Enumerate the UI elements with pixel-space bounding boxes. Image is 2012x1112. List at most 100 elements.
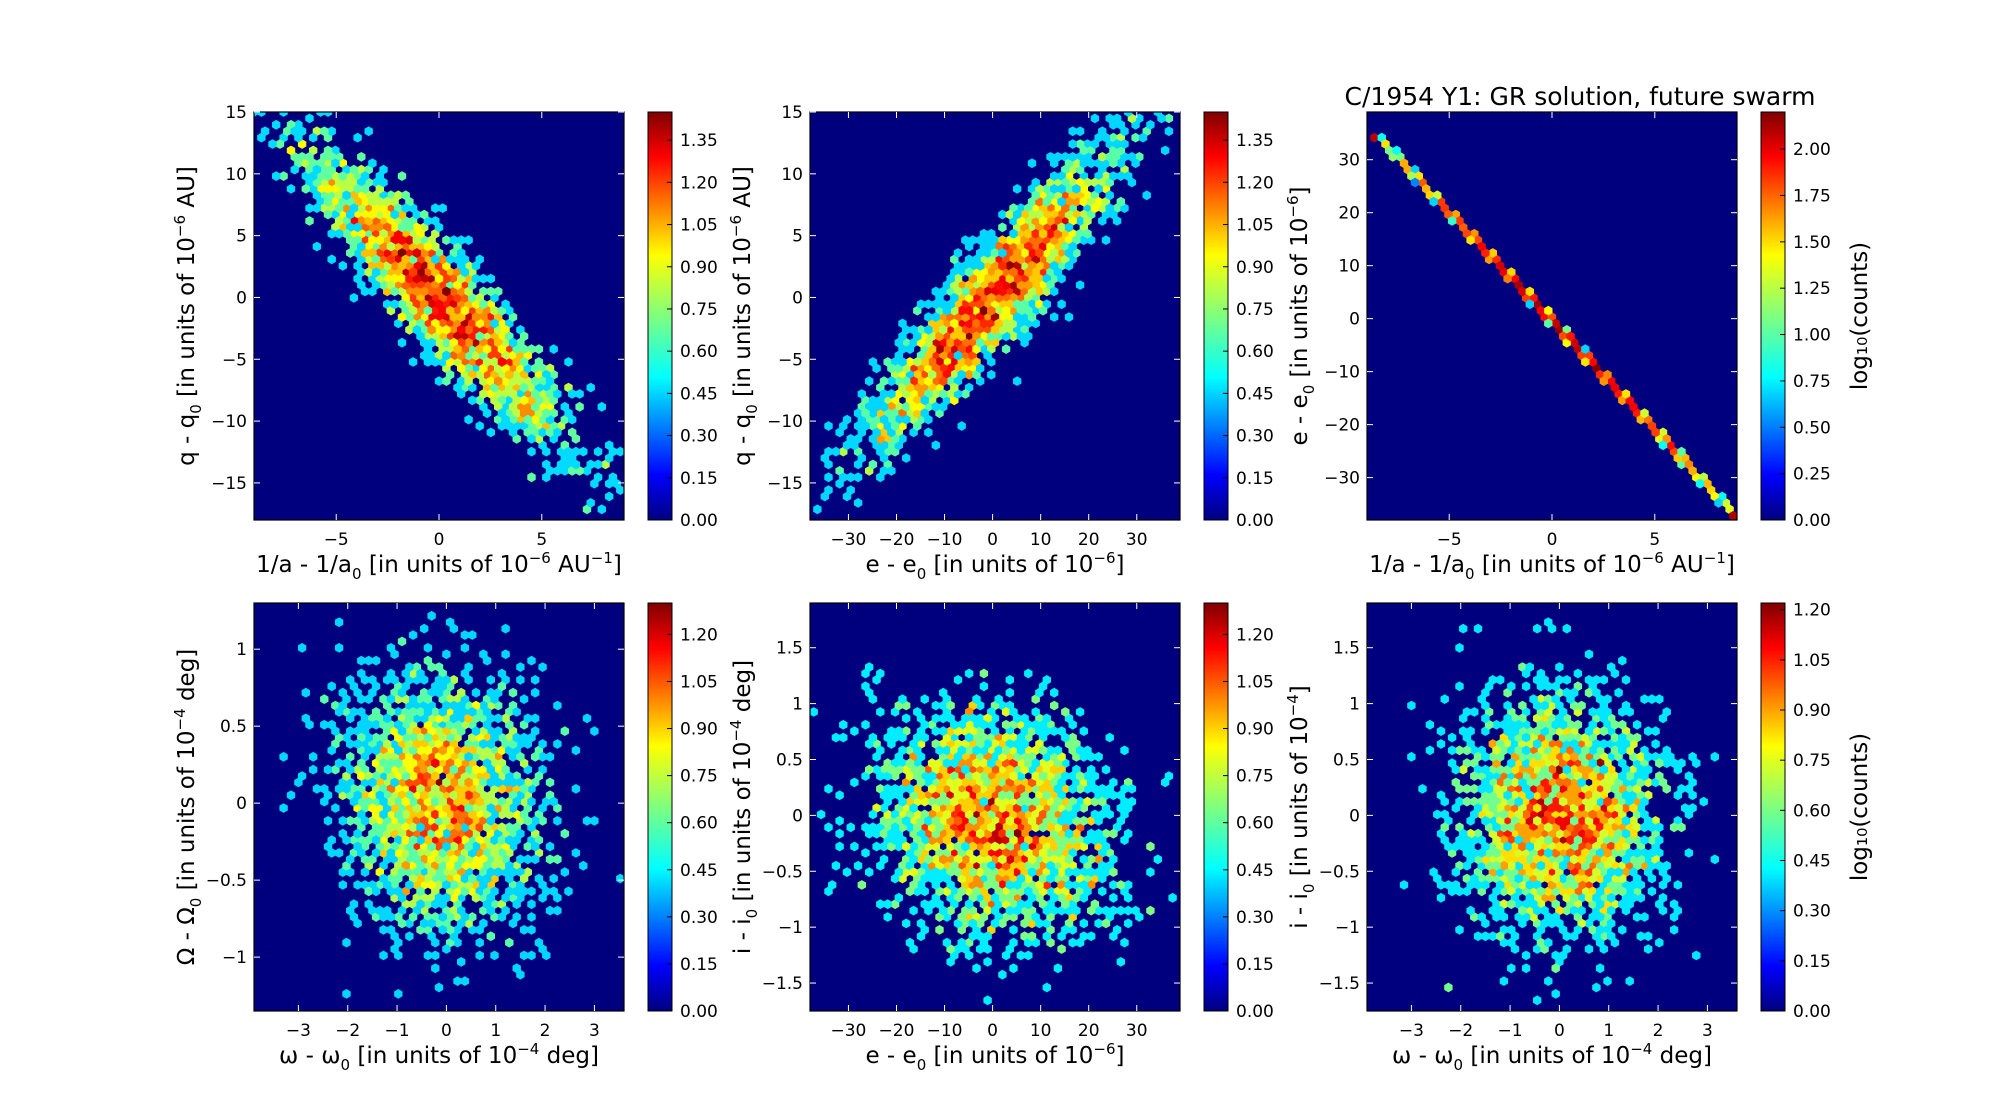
hexbin-cell [453,344,462,354]
hexbin-cell [1636,931,1645,942]
hexbin-cell [1510,892,1520,903]
hexbin-cell [505,835,514,845]
hexbin-cell [523,867,532,877]
hexbin-cell [1647,694,1657,704]
hexbin-cell [405,764,414,775]
hexbin-cell [449,337,458,348]
hexbin-cell [1581,771,1590,781]
hexbin-cell [420,854,429,865]
hexbin-cell [957,331,966,342]
hexbin-cell [1521,719,1531,730]
hexbin-cell [1038,809,1048,820]
hexbin-cell [927,860,937,871]
hexbin-cell [957,835,966,845]
hexbin-cell [979,873,989,884]
plot-frame [1366,602,1738,1012]
hexbin-cell [338,260,347,271]
hexbin-cell [1610,784,1620,794]
hexbin-cell [427,892,436,903]
hexbin-cell [445,267,455,278]
hexbin-cell [434,867,444,877]
hexbin-cell [394,694,403,704]
hexbin-cell [987,796,996,807]
hexbin-cell [1079,209,1088,220]
hexbin-cell [490,886,499,897]
hexbin-cell [364,177,373,188]
hexbin-cell [1544,809,1553,820]
hexbin-cell [1072,751,1081,762]
hexbin-cell [331,222,340,233]
hexbin-cell [608,472,618,483]
hexbin-cell [431,758,440,769]
hexbin-cell [961,918,970,929]
hexbin-cell [987,745,996,756]
hexbin-cell [490,369,499,380]
hexbin-cell [1581,822,1590,833]
hexbin-cell [976,376,985,386]
hexbin-cell [950,344,959,354]
hexbin-cell [349,293,359,303]
x-tick-label: −30 [830,1021,866,1041]
hexbin-cell [1536,925,1546,935]
hexbin-cell [1536,758,1546,769]
hexbin-cell [508,414,518,425]
hexbin-cell [438,280,447,290]
hexbin-cell [401,267,410,278]
hexbin-cell [942,707,952,717]
hexbin-cell [953,312,963,322]
hexbin-cell [449,854,458,865]
hexbin-cell [1087,867,1096,877]
hexbin-cell [471,751,481,762]
hexbin-cell [471,880,481,890]
hexbin-cell [616,873,624,884]
hexbin-cell [1470,758,1479,769]
hexbin-cell [990,739,1000,749]
hexbin-cell [386,822,396,833]
hexbin-cell [1507,848,1516,858]
hexbin-cell [416,873,425,884]
hexbin-cell [976,803,985,813]
hexbin-cell [394,809,403,820]
hexbin-cell [1414,171,1423,181]
hexbin-cell [1024,860,1033,871]
hexbin-cell [342,228,351,239]
hexbin-cell [357,835,366,845]
hexbin-cell [824,446,833,457]
hexbin-cell [1570,700,1579,711]
hexbin-cell [438,925,447,935]
hexbin-cell [508,389,518,399]
hexbin-cell [946,299,955,310]
hexbin-cell [1473,803,1483,813]
hexbin-cell [1090,177,1100,188]
hexbin-cell [482,408,492,419]
hexbin-cell [386,873,396,884]
hexbin-cell [1599,376,1608,386]
hexbin-cell [1684,809,1694,820]
hexbin-cell [379,912,388,922]
hexbin-cell [972,886,981,897]
hexbin-cell [927,835,937,845]
hexbin-cell [1562,777,1571,788]
hexbin-cell [516,350,525,361]
hexbin-cell [1031,835,1040,845]
hexbin-cell [460,848,470,858]
hexbin-cell [1492,796,1501,807]
hexbin-cell [913,784,922,794]
hexbin-cell [475,873,484,884]
hexbin-cell [397,816,407,826]
hexbin-cell [327,681,336,692]
hexbin-cell [964,860,974,871]
hexbin-cell [371,886,381,897]
hexbin-cell [379,745,388,756]
hexbin-cell [412,273,421,284]
hexbin-cell [968,905,977,916]
hexbin-cell [1547,854,1557,865]
hexbin-cell [1544,617,1553,628]
hexbin-cell [983,713,992,724]
hexbin-cell [416,241,425,252]
hexbin-cell [1496,675,1505,685]
hexbin-cell [549,408,558,419]
hexbin-cell [853,472,863,483]
hexbin-cell [423,280,433,290]
